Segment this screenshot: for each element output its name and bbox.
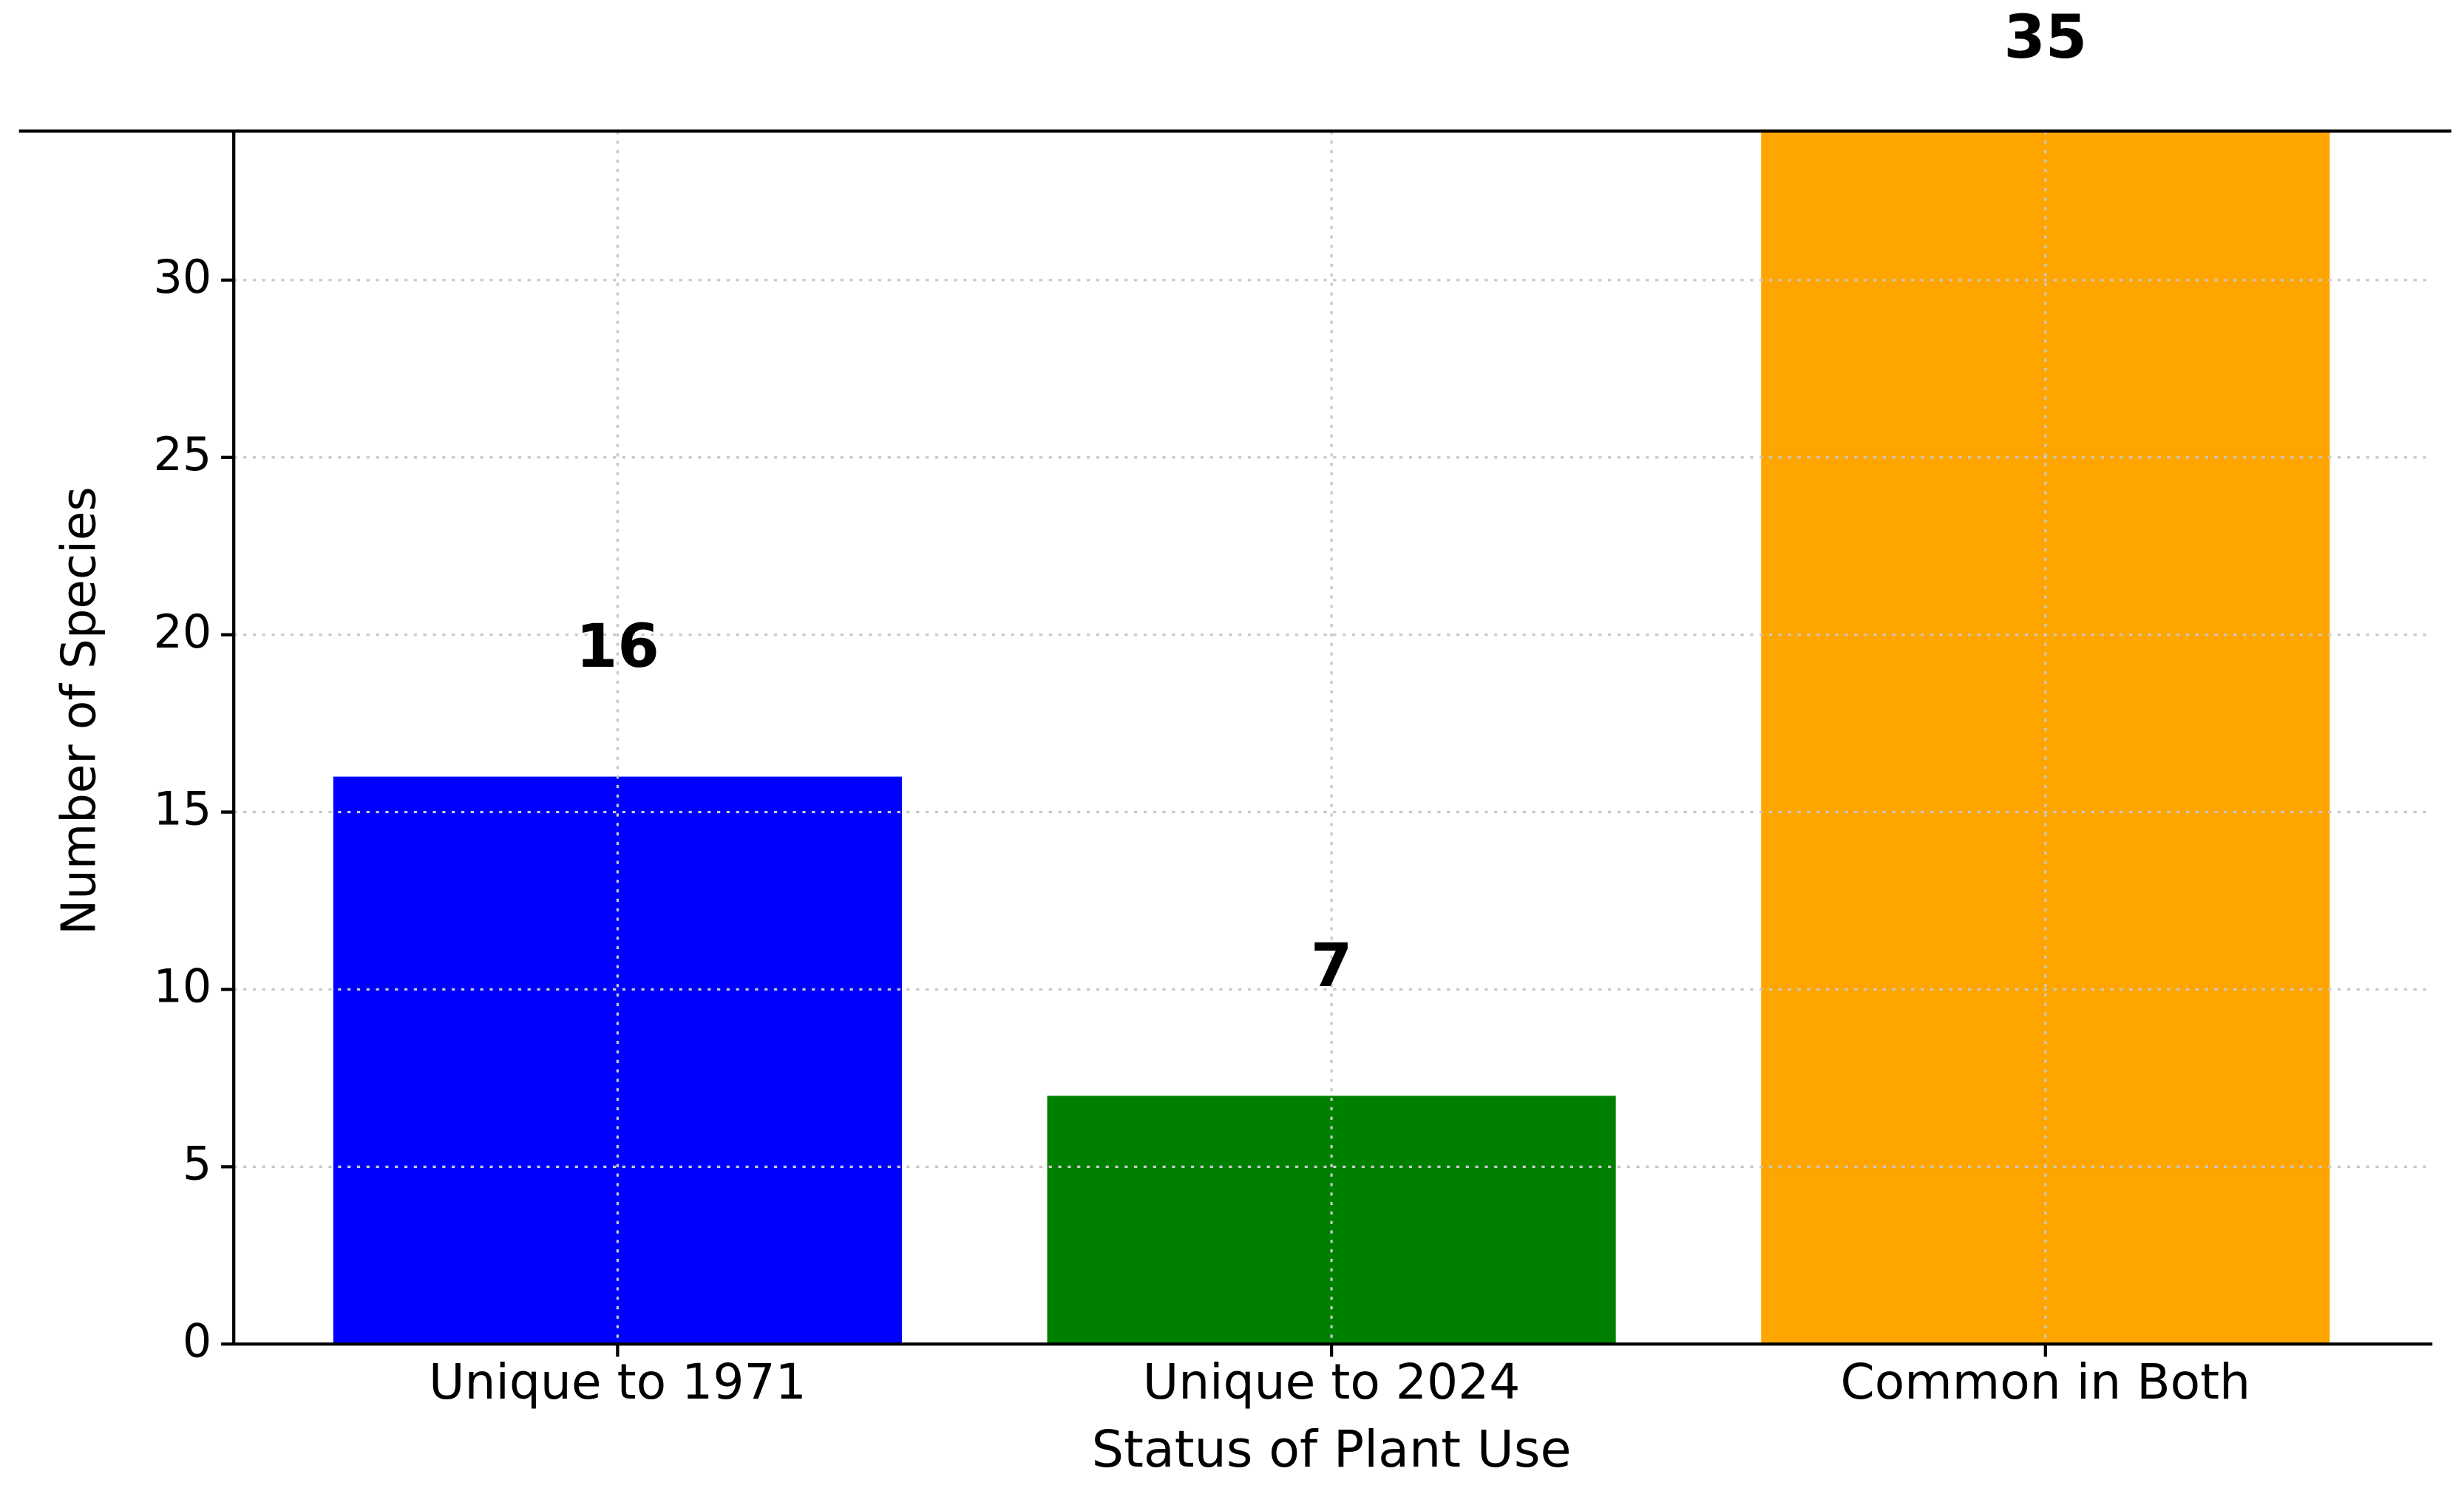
y-tick-label: 30	[153, 250, 211, 304]
x-axis-label: Status of Plant Use	[1092, 1421, 1572, 1479]
y-tick-label: 20	[153, 605, 211, 659]
plot-area	[234, 131, 2433, 1345]
x-tick-label: Unique to 2024	[1143, 1354, 1521, 1410]
bar	[1761, 131, 2330, 1345]
x-tick-label: Unique to 1971	[429, 1354, 807, 1410]
y-tick-label: 25	[153, 427, 211, 481]
y-tick-label: 0	[183, 1314, 211, 1368]
y-tick-label: 10	[153, 960, 211, 1013]
data-label: 7	[1311, 931, 1352, 1001]
data-label: 35	[2003, 3, 2087, 72]
y-tick-label: 5	[183, 1136, 211, 1190]
x-tick-label: Common in Both	[1841, 1354, 2251, 1410]
y-tick-label: 15	[153, 782, 211, 836]
data-label: 16	[576, 612, 659, 682]
y-axis-label: Number of Species	[52, 486, 107, 935]
